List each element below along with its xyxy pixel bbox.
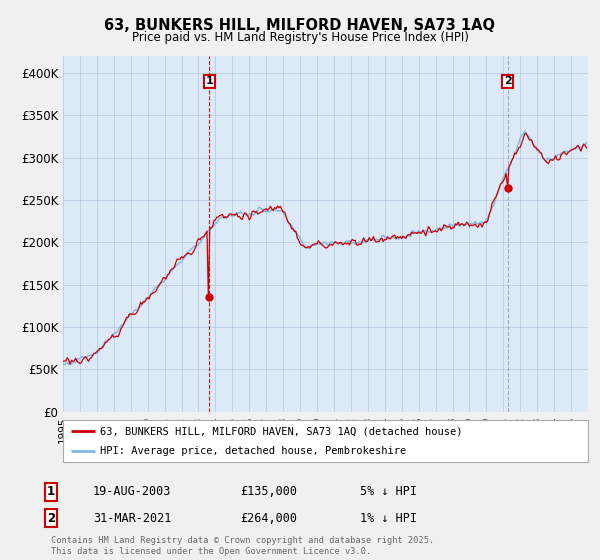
Text: 2: 2 (503, 76, 511, 86)
Text: Price paid vs. HM Land Registry's House Price Index (HPI): Price paid vs. HM Land Registry's House … (131, 31, 469, 44)
Text: 63, BUNKERS HILL, MILFORD HAVEN, SA73 1AQ: 63, BUNKERS HILL, MILFORD HAVEN, SA73 1A… (104, 18, 496, 33)
Text: £264,000: £264,000 (240, 511, 297, 525)
Text: 1: 1 (47, 485, 55, 498)
Text: 31-MAR-2021: 31-MAR-2021 (93, 511, 172, 525)
Text: 1: 1 (205, 76, 213, 86)
Text: 2: 2 (47, 511, 55, 525)
Text: 5% ↓ HPI: 5% ↓ HPI (360, 485, 417, 498)
Text: 19-AUG-2003: 19-AUG-2003 (93, 485, 172, 498)
Text: 1% ↓ HPI: 1% ↓ HPI (360, 511, 417, 525)
Text: £135,000: £135,000 (240, 485, 297, 498)
Text: Contains HM Land Registry data © Crown copyright and database right 2025.
This d: Contains HM Land Registry data © Crown c… (51, 536, 434, 556)
Text: 63, BUNKERS HILL, MILFORD HAVEN, SA73 1AQ (detached house): 63, BUNKERS HILL, MILFORD HAVEN, SA73 1A… (100, 426, 462, 436)
Text: HPI: Average price, detached house, Pembrokeshire: HPI: Average price, detached house, Pemb… (100, 446, 406, 456)
